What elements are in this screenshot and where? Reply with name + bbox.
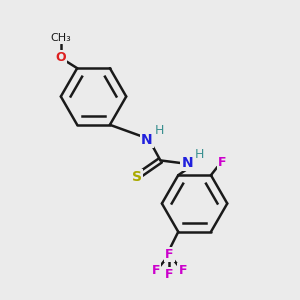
Text: H: H <box>155 124 164 137</box>
Text: F: F <box>178 264 187 277</box>
Text: N: N <box>141 133 153 147</box>
Text: H: H <box>195 148 204 161</box>
Text: F: F <box>218 156 226 169</box>
Text: F: F <box>165 268 174 281</box>
Text: F: F <box>165 248 174 261</box>
Text: F: F <box>152 264 160 277</box>
Text: O: O <box>56 51 66 64</box>
Text: N: N <box>181 156 193 170</box>
Text: CH₃: CH₃ <box>50 34 71 44</box>
Text: S: S <box>132 170 142 184</box>
